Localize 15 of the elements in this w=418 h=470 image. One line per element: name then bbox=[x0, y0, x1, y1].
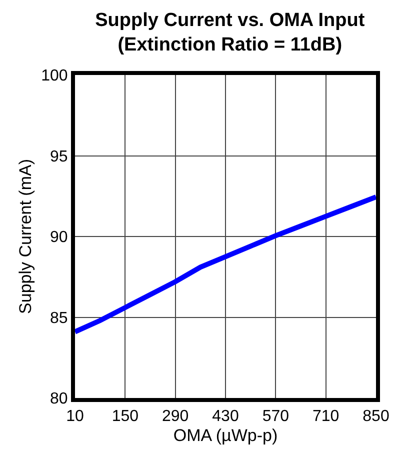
x-tick-label: 290 bbox=[162, 408, 189, 426]
y-tick-label: 100 bbox=[41, 68, 68, 85]
x-tick-label: 570 bbox=[262, 408, 290, 426]
x-axis-title: OMA (µWp-p) bbox=[173, 426, 278, 446]
x-tick-label: 850 bbox=[362, 408, 390, 426]
y-tick-label: 80 bbox=[50, 390, 68, 408]
y-tick-label: 95 bbox=[50, 148, 68, 166]
x-tick-label: 710 bbox=[312, 408, 340, 426]
y-tick-label: 90 bbox=[50, 229, 68, 246]
x-tick-label: 430 bbox=[212, 408, 239, 426]
x-tick-label: 150 bbox=[112, 408, 139, 426]
chart-title: Supply Current vs. OMA Input (Extinction Ratio = 11dB) bbox=[95, 10, 366, 56]
x-tick-label: 10 bbox=[66, 408, 84, 426]
y-axis-title: Supply Current (mA) bbox=[16, 159, 36, 314]
y-tick-label: 85 bbox=[50, 310, 68, 327]
